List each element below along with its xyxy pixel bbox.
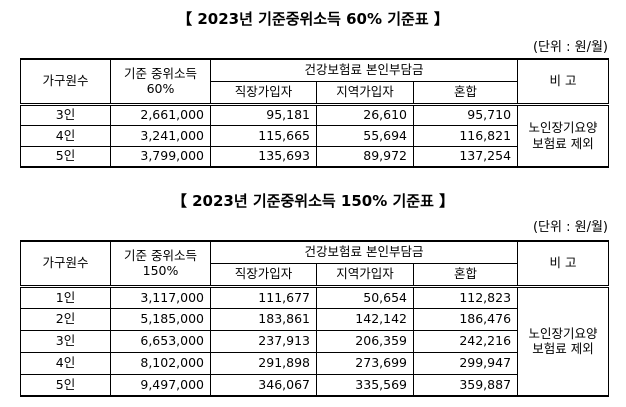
header-row: 직장가입자 지역가입자 혼합 [21,262,609,288]
table-title: 【 2023년 기준중위소득 60% 기준표 】 [177,10,449,28]
table-cell: 5인 [20,145,111,168]
table-cell: 135,693 [210,145,317,168]
table-cell: 3인 [20,329,111,353]
header-cell: 건강보험료 본인부담금 [209,58,519,82]
table-row: 3인 2,661,000 95,181 26,610 95,710 노인장기요양 보험료 … [20,103,610,168]
table-cell: 299,947 [412,351,519,375]
table-cell: 4인 [20,124,111,147]
note-cell: 노인장기요양 보험료 제외 [517,103,610,168]
table-cell: 9,497,000 [110,373,211,397]
table-cell: 2인 [20,307,111,331]
table-row: 4인 3,241,000 115,665 55,694 116,821 [20,124,609,147]
table-cell: 335,569 [316,373,414,397]
header-cell: 지역가입자 [316,80,414,106]
header-cell: 건강보험료 본인부담금 [209,240,519,264]
table-cell: 3,799,000 [110,145,211,168]
table-cell: 111,677 [210,285,317,309]
header-cell: 비 고 [517,240,610,288]
header-cell: 지역가입자 [316,262,414,288]
unit-label: (단위 : 원/월) [532,220,608,235]
header-row: 직장가입자 지역가입자 혼합 [21,80,609,106]
note-cell: 노인장기요양 보험료 제외 [517,285,610,397]
table-cell: 3인 [20,103,111,126]
table-cell: 55,694 [316,124,414,147]
header-cell: 혼합 [412,80,519,106]
table-cell: 1인 [20,285,111,309]
table-cell: 8,102,000 [110,351,211,375]
table-cell: 186,476 [412,307,519,331]
table-cell: 137,254 [412,145,519,168]
header-cell: 기준 중위소득 150% [110,240,211,288]
table-row: 1인 3,117,000 111,677 50,654 112,823 노인장기요양 보험… [20,285,610,397]
header-row: 가구원수 기준 중위소득 60% 건강보험료 본인부담금 비 고 [20,58,610,106]
table-cell: 206,359 [316,329,414,353]
table-cell: 242,216 [412,329,519,353]
table-cell: 142,142 [316,307,414,331]
data-table: 가구원수 기준 중위소득 60% 건강보험료 본인부담금 비 고 직장가입자 지역가입자 혼… [20,58,610,168]
table-cell: 112,823 [412,285,519,309]
header-cell: 기준 중위소득 60% [110,58,211,106]
table-cell: 291,898 [210,351,317,375]
table-cell: 5인 [20,373,111,397]
table-row: 5인 9,497,000 346,067 335,569 359,887 [20,373,609,397]
table-cell: 50,654 [316,285,414,309]
table-cell: 3,241,000 [110,124,211,147]
table-cell: 359,887 [412,373,519,397]
header-row: 가구원수 기준 중위소득 150% 건강보험료 본인부담금 비 고 [20,240,610,288]
table-cell: 26,610 [316,103,414,126]
table-cell: 183,861 [210,307,317,331]
table-cell: 95,710 [412,103,519,126]
table-cell: 346,067 [210,373,317,397]
unit-label: (단위 : 원/월) [532,40,608,55]
header-cell: 가구원수 [20,240,111,288]
data-table: 가구원수 기준 중위소득 150% 건강보험료 본인부담금 비 고 직장가입자 지역가입자… [20,240,610,397]
header-cell: 혼합 [412,262,519,288]
header-cell: 비 고 [517,58,610,106]
table-cell: 273,699 [316,351,414,375]
table-row: 3인 6,653,000 237,913 206,359 242,216 [20,329,609,353]
table-cell: 95,181 [210,103,317,126]
table-cell: 89,972 [316,145,414,168]
header-cell: 직장가입자 [210,262,317,288]
table-cell: 3,117,000 [110,285,211,309]
table-cell: 2,661,000 [110,103,211,126]
table-row: 5인 3,799,000 135,693 89,972 137,254 [20,145,609,168]
table-title: 【 2023년 기준중위소득 150% 기준표 】 [171,192,455,210]
table-cell: 6,653,000 [110,329,211,353]
table-row: 4인 8,102,000 291,898 273,699 299,947 [20,351,609,375]
header-cell: 가구원수 [20,58,111,106]
table-cell: 115,665 [210,124,317,147]
table-cell: 5,185,000 [110,307,211,331]
table-cell: 237,913 [210,329,317,353]
table-cell: 116,821 [412,124,519,147]
table-cell: 4인 [20,351,111,375]
header-cell: 직장가입자 [210,80,317,106]
